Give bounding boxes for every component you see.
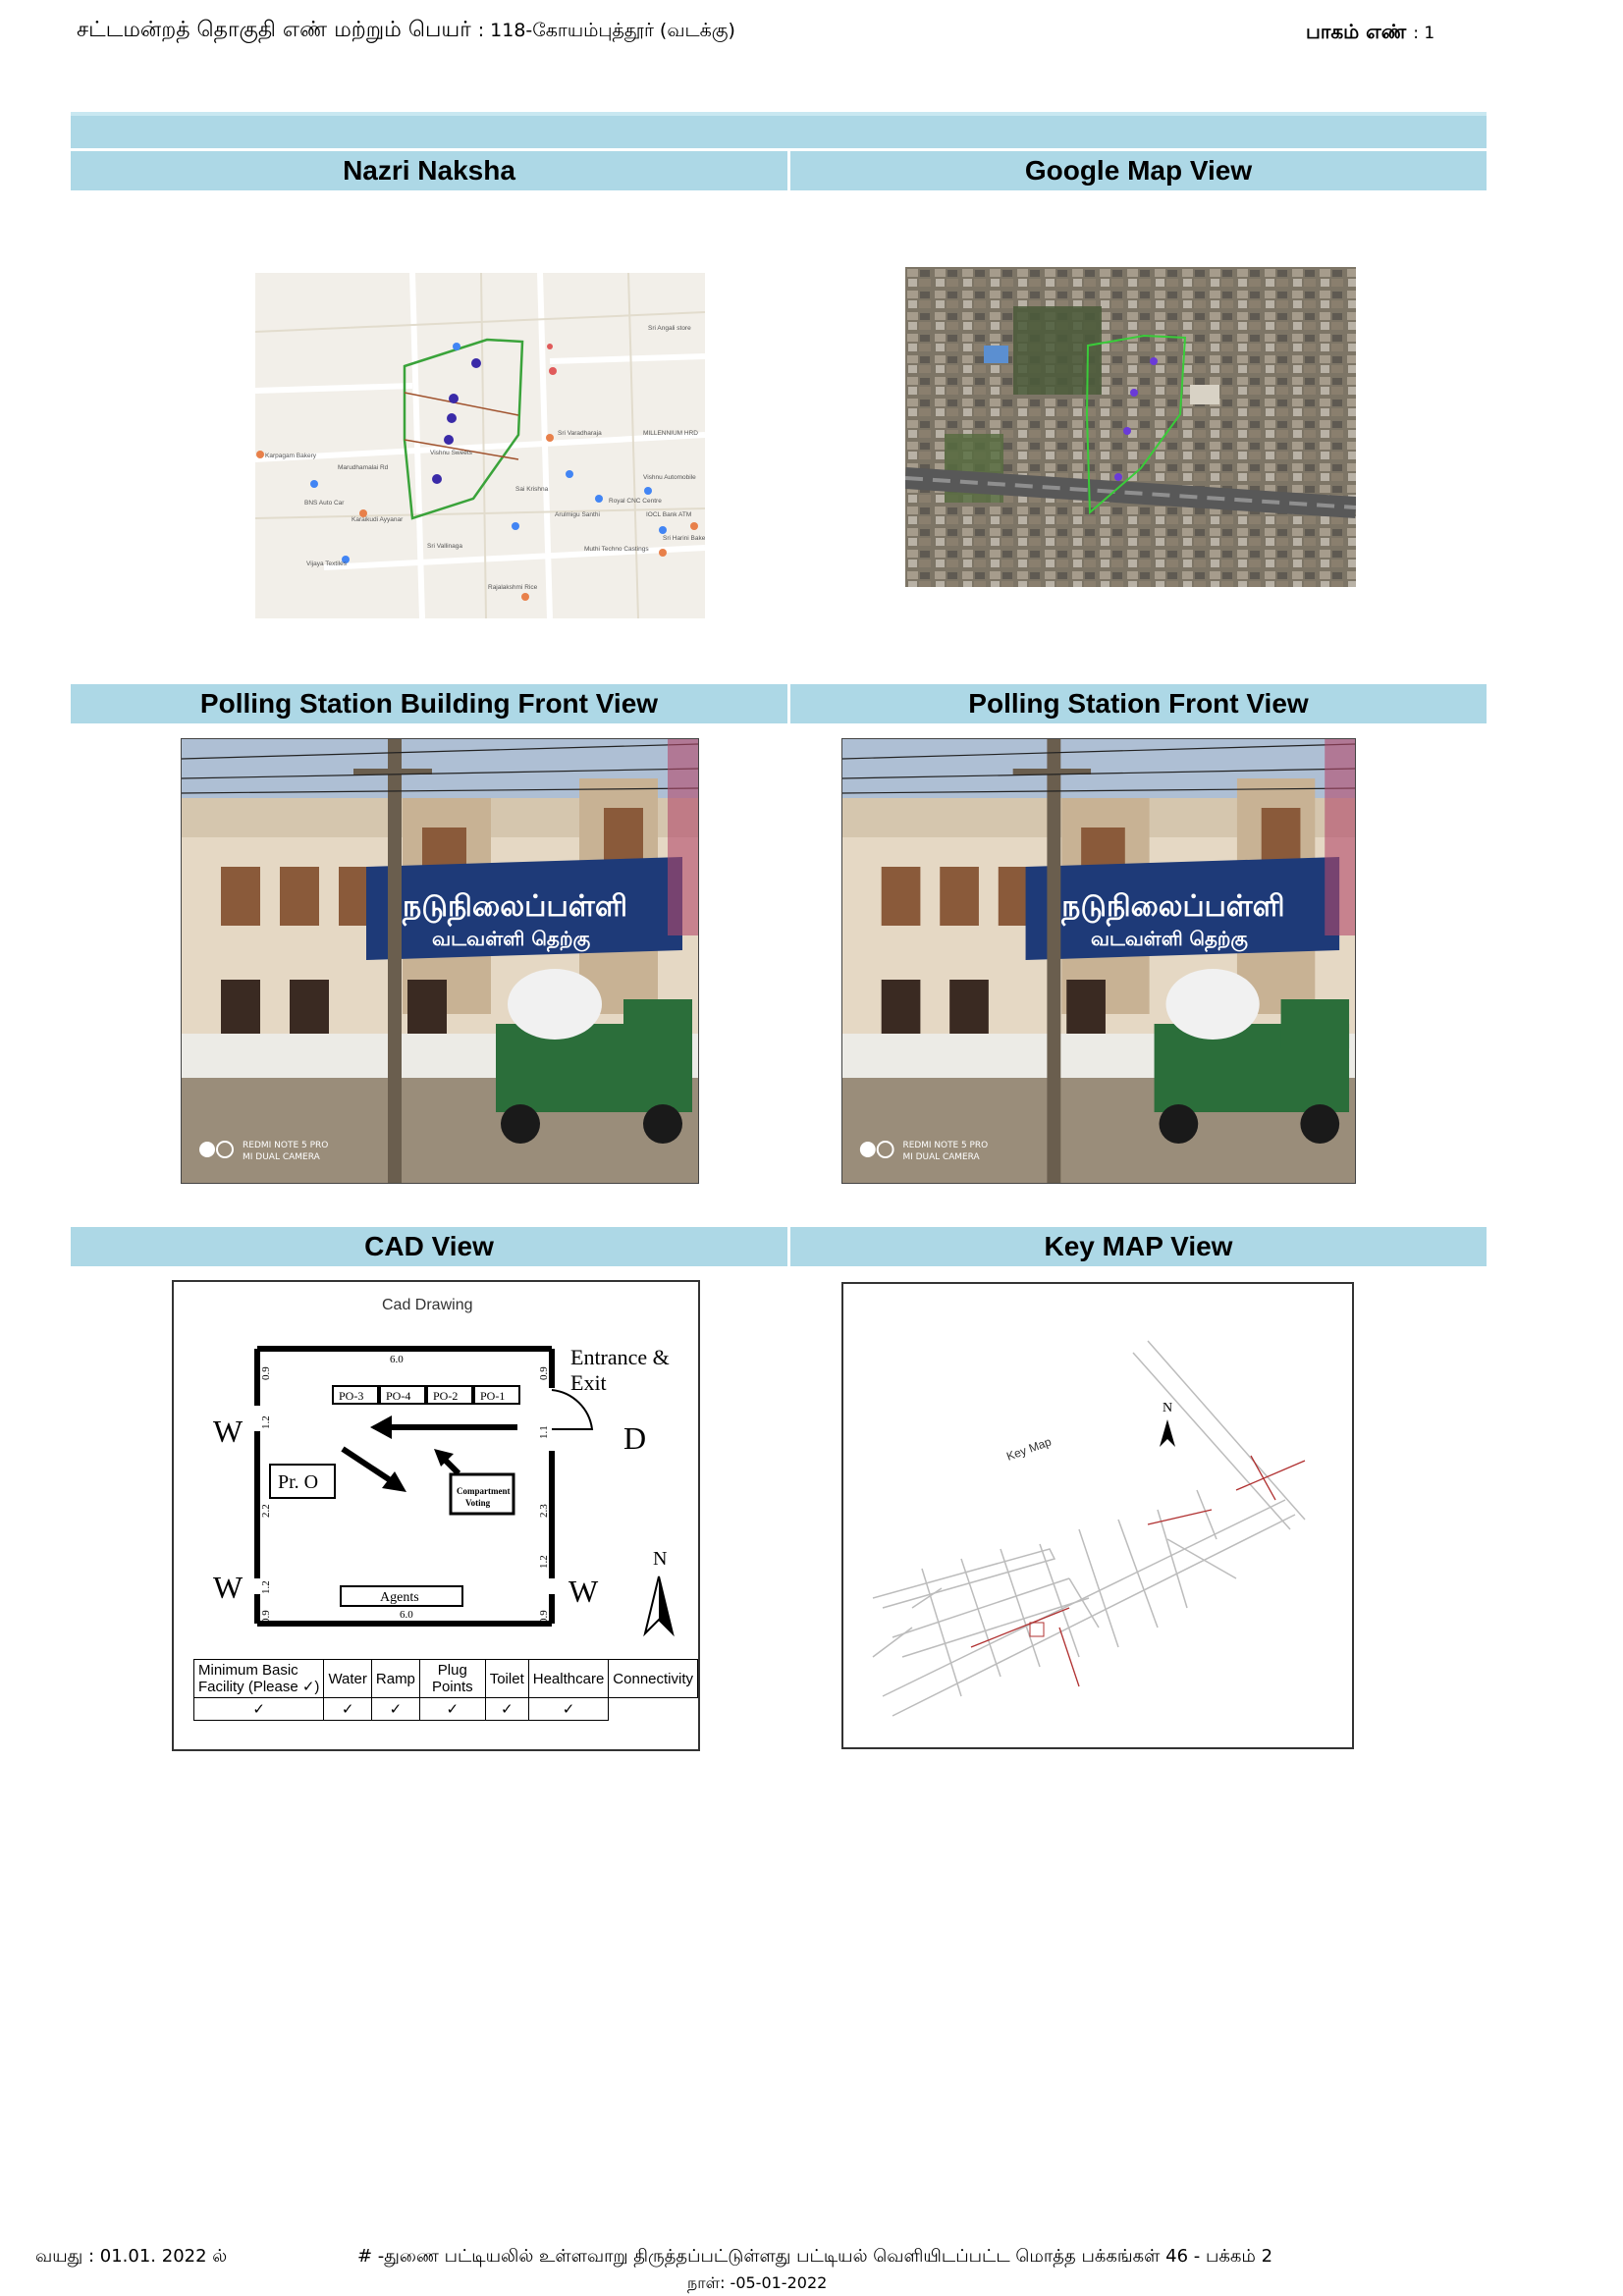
north-arrow-icon (643, 1575, 675, 1637)
dim-right-top: 0.9 (538, 1366, 550, 1380)
facility-header: Plug Points (418, 1659, 486, 1698)
compartment-label: Compartment (457, 1486, 511, 1496)
blank-band (71, 116, 1487, 148)
north-label: N (653, 1548, 667, 1570)
banner-line1: நடுநிலைப்பள்ளி (402, 889, 627, 927)
watermark-line1: REDMI NOTE 5 PRO (243, 1141, 328, 1150)
svg-text:Karaikudi Ayyanar: Karaikudi Ayyanar (352, 516, 404, 523)
po-box: PO-4 (386, 1389, 410, 1403)
svg-text:Vijaya Textiles: Vijaya Textiles (306, 561, 348, 567)
facility-header: Ramp (370, 1659, 420, 1698)
part-label: பாகம் எண் (1306, 20, 1407, 43)
svg-text:Muthi Techno Castings: Muthi Techno Castings (584, 546, 649, 553)
exit-label: Exit (570, 1370, 607, 1395)
facility-tick: ✓ (484, 1697, 529, 1721)
footer-date: நாள்: -05-01-2022 (687, 2273, 828, 2292)
dim-left-bot: 0.9 (260, 1610, 272, 1624)
svg-text:Sri Harini Bakery: Sri Harini Bakery (663, 535, 705, 542)
facility-tick: ✓ (527, 1697, 610, 1721)
banner-line2: வடவள்ளி தெற்கு (1091, 928, 1248, 952)
dim-top: 6.0 (390, 1354, 404, 1365)
cad-view-heading: CAD View (71, 1227, 787, 1266)
banner-line1: நடுநிலைப்பள்ளி (1060, 889, 1284, 927)
po-box: PO-1 (480, 1389, 505, 1403)
key-map-north-label: N (1163, 1401, 1172, 1415)
watermark-line1: REDMI NOTE 5 PRO (903, 1141, 989, 1150)
facility-header: Water (323, 1659, 372, 1698)
watermark-line2: MI DUAL CAMERA (243, 1152, 321, 1162)
svg-text:Arulmigu Santhi: Arulmigu Santhi (555, 511, 600, 518)
svg-text:Sri Vallinaga: Sri Vallinaga (427, 543, 462, 550)
key-map: Key Map N (841, 1282, 1354, 1749)
window-label: W (568, 1574, 599, 1609)
constituency-value: : 118-கோயம்புத்தூர் (வடக்கு) (477, 20, 735, 41)
svg-text:Vishnu Sweets: Vishnu Sweets (430, 450, 473, 456)
svg-text:Royal CNC Centre: Royal CNC Centre (609, 498, 662, 505)
top-divider (71, 112, 1487, 116)
dim-left-mid2: 2.2 (260, 1504, 272, 1518)
svg-text:Karpagam Bakery: Karpagam Bakery (265, 453, 317, 459)
window-label: W (213, 1414, 243, 1449)
station-front-photo: நடுநிலைப்பள்ளி வடவள்ளி தெற்கு REDMI NOTE… (841, 738, 1356, 1184)
facility-tick: ✓ (192, 1697, 325, 1721)
watermark-line2: MI DUAL CAMERA (903, 1152, 981, 1162)
svg-text:Vishnu Automobile: Vishnu Automobile (643, 474, 696, 481)
satellite-svg (904, 267, 1357, 587)
cad-title: Cad Drawing (382, 1297, 472, 1313)
svg-text:BNS Auto Car: BNS Auto Car (304, 500, 345, 507)
facility-tick: ✓ (370, 1697, 420, 1721)
constituency-label: சட்டமன்றத் தொகுதி எண் மற்றும் பெயர் (77, 18, 471, 42)
key-map-north-icon (1160, 1419, 1175, 1447)
svg-text:MILLENNIUM HRD: MILLENNIUM HRD (643, 430, 698, 437)
part-value: : 1 (1413, 24, 1435, 43)
facility-tick: ✓ (323, 1697, 372, 1721)
part-number-header: பாகம் எண் : 1 (1306, 20, 1434, 46)
footer-age: வயது : 01.01. 2022 ல் (35, 2246, 228, 2267)
svg-text:IOCL Bank ATM: IOCL Bank ATM (646, 511, 691, 518)
voting-label: Voting (465, 1498, 491, 1508)
dim-left-mid1: 1.2 (260, 1415, 272, 1429)
dim-right-mid1: 1.1 (538, 1425, 550, 1439)
key-map-title: Key Map (1004, 1434, 1054, 1463)
facility-tick: ✓ (418, 1697, 486, 1721)
agents-label: Agents (380, 1590, 419, 1605)
google-map-heading: Google Map View (790, 151, 1487, 190)
svg-text:Sri Angali store: Sri Angali store (648, 325, 691, 332)
constituency-header: சட்டமன்றத் தொகுதி எண் மற்றும் பெயர் : 11… (77, 18, 735, 45)
nazri-naksha-heading: Nazri Naksha (71, 151, 787, 190)
google-satellite-map (904, 267, 1357, 587)
po-box: PO-3 (339, 1389, 363, 1403)
entrance-label: Entrance & (570, 1345, 670, 1369)
svg-text:Rajalakshmi Rice: Rajalakshmi Rice (488, 584, 538, 591)
key-map-heading: Key MAP View (790, 1227, 1487, 1266)
dim-right-bot: 0.9 (538, 1610, 550, 1624)
presiding-officer-label: Pr. O (278, 1471, 318, 1493)
footer-note: # -துணை பட்டியலில் உள்ளவாறு திருத்தப்பட்… (357, 2246, 1273, 2267)
dim-right-mid3: 1.2 (538, 1555, 550, 1569)
building-front-heading: Polling Station Building Front View (71, 684, 787, 723)
door-label: D (623, 1420, 646, 1456)
building-front-photo: நடுநிலைப்பள்ளி வடவள்ளி தெற்கு REDMI NOTE… (181, 738, 699, 1184)
svg-text:Sai Krishna: Sai Krishna (515, 486, 549, 493)
map-label-road: Marudhamalai Rd (338, 464, 389, 471)
nazri-naksha-map: Marudhamalai Rd Sri Varadharaja MILLENNI… (254, 272, 712, 619)
dim-bottom: 6.0 (400, 1609, 413, 1621)
cad-drawing: Cad Drawing 6.0 6.0 0.9 1.2 2.2 1.2 0.9 … (172, 1280, 700, 1751)
facility-header: Healthcare (527, 1659, 610, 1698)
station-front-heading: Polling Station Front View (790, 684, 1487, 723)
dim-left-top: 0.9 (260, 1366, 272, 1380)
road-map-svg: Marudhamalai Rd Sri Varadharaja MILLENNI… (254, 272, 712, 619)
dim-left-mid3: 1.2 (260, 1580, 272, 1594)
window-label: W (213, 1570, 243, 1605)
facility-header: Toilet (484, 1659, 529, 1698)
svg-text:Sri Varadharaja: Sri Varadharaja (558, 430, 602, 437)
dim-right-mid2: 2.3 (538, 1504, 550, 1518)
facility-header-label: Minimum Basic Facility (Please ✓) (192, 1659, 325, 1698)
facility-header: Connectivity (608, 1659, 698, 1698)
po-box: PO-2 (433, 1389, 458, 1403)
banner-line2: வடவள்ளி தெற்கு (432, 927, 591, 952)
facility-table: Minimum Basic Facility (Please ✓) Water … (192, 1659, 698, 1721)
